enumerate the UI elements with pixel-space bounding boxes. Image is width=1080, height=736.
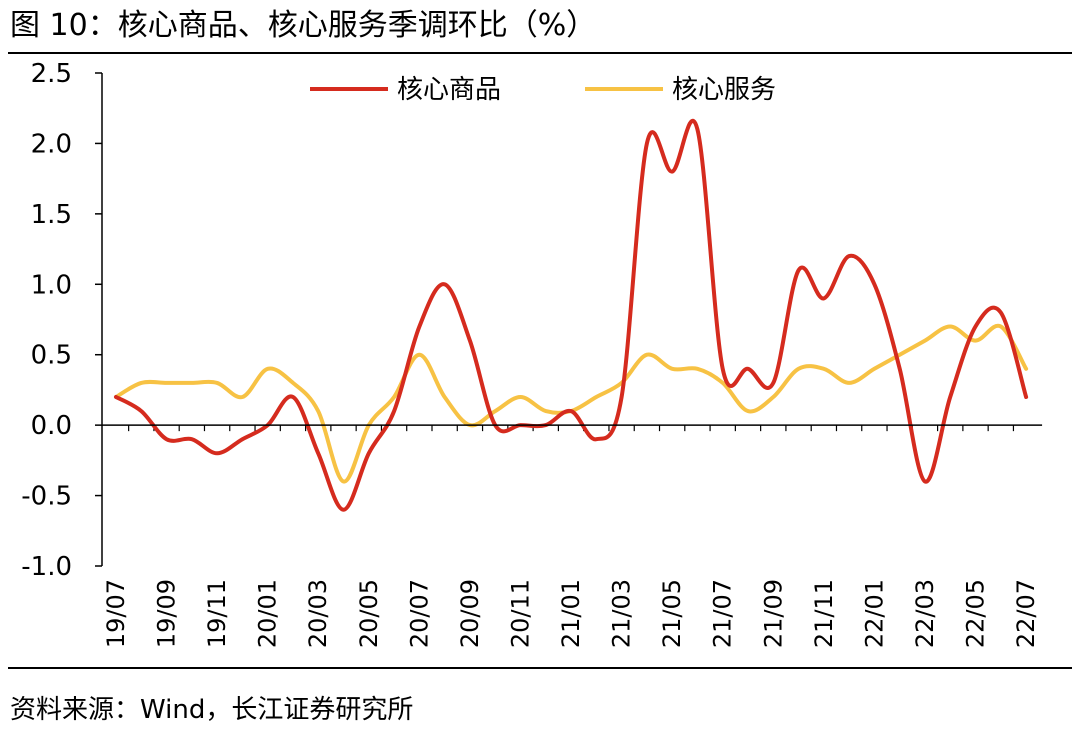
x-tick-label: 20/07 — [405, 579, 433, 648]
y-axis-ticks: 2.5 2.0 1.5 1.0 0.5 0.0 -0.5 -1.0 — [21, 59, 102, 582]
top-rule — [8, 52, 1072, 54]
y-tick-label: 0.0 — [31, 411, 72, 441]
legend: 核心商品 核心服务 — [310, 75, 776, 105]
figure-title: 核心商品、核心服务季调环比（%） — [117, 8, 597, 43]
x-tick-label: 22/03 — [911, 579, 939, 648]
x-tick-label: 21/05 — [658, 579, 686, 648]
x-tick-label: 20/03 — [304, 579, 332, 648]
series-layer — [114, 118, 1029, 512]
y-tick-label: -1.0 — [21, 552, 72, 582]
chart-title: 图 10：核心商品、核心服务季调环比（%） — [10, 4, 596, 48]
x-tick-label: 21/09 — [759, 579, 787, 648]
y-tick-label: -0.5 — [21, 482, 72, 512]
x-tick-label: 20/09 — [456, 579, 484, 648]
y-tick-label: 1.5 — [31, 200, 72, 230]
x-tick-label: 20/01 — [254, 579, 282, 648]
x-tick-label: 19/09 — [153, 579, 181, 648]
x-tick-label: 22/01 — [860, 579, 888, 648]
y-tick-label: 2.5 — [31, 59, 72, 89]
x-tick-label: 19/07 — [102, 579, 130, 648]
y-tick-label: 2.0 — [31, 129, 72, 159]
series-line-core-services — [114, 323, 1029, 484]
legend-label-services: 核心服务 — [672, 75, 776, 105]
source-note: 资料来源：Wind，长江证券研究所 — [10, 695, 414, 725]
x-tick-label: 21/01 — [557, 579, 585, 648]
y-tick-label: 0.5 — [31, 341, 72, 371]
x-axis-ticks: 19/07 19/09 19/11 20/01 20/03 20/05 20/07 20/09… — [102, 425, 1040, 648]
x-tick-label: 19/11 — [203, 579, 231, 648]
x-tick-label: 21/11 — [810, 579, 838, 648]
legend-label-goods: 核心商品 — [397, 75, 501, 105]
x-tick-label: 20/05 — [355, 579, 383, 648]
x-tick-label: 22/07 — [1012, 579, 1040, 648]
bottom-rule — [8, 667, 1072, 669]
y-tick-label: 1.0 — [31, 270, 72, 300]
x-tick-label: 21/07 — [709, 579, 737, 648]
figure-number: 图 10： — [10, 8, 118, 43]
x-tick-label: 22/05 — [962, 579, 990, 648]
x-tick-label: 20/11 — [506, 579, 534, 648]
series-line-core-goods — [114, 118, 1029, 512]
x-tick-label: 21/03 — [608, 579, 636, 648]
